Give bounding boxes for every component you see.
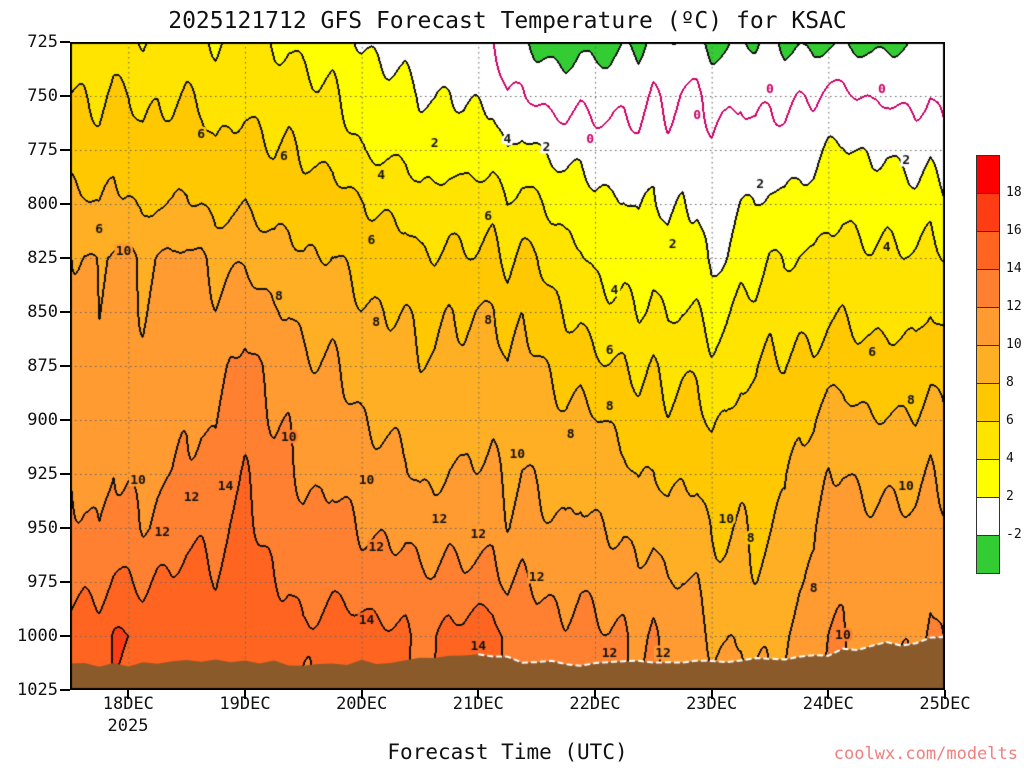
x-axis-year-label: 2025 [107,716,149,736]
y-tick-label: 925 [27,464,58,484]
colorbar-cell [976,421,1000,460]
colorbar-label: 2 [1006,489,1014,504]
y-tick [60,41,70,43]
colorbar-label: 8 [1006,375,1014,390]
y-tick-label: 975 [27,572,58,592]
y-tick [60,473,70,475]
colorbar-label: 4 [1006,451,1014,466]
y-tick-label: 725 [27,32,58,52]
x-tick-label: 22DEC [569,694,621,714]
x-tick [594,690,596,699]
y-tick [60,365,70,367]
x-tick-label: 18DEC [102,694,154,714]
colorbar-cell [976,307,1000,346]
y-tick-label: 1000 [17,626,58,646]
x-tick [244,690,246,699]
y-tick [60,257,70,259]
colorbar-cell [976,269,1000,308]
x-tick [944,690,946,699]
colorbar-cell [976,193,1000,232]
colorbar-label: 12 [1006,299,1022,314]
colorbar-cell [976,497,1000,536]
x-tick [477,690,480,699]
colorbar-label: -2 [1006,527,1022,542]
y-tick [60,95,70,97]
x-tick-label: 20DEC [336,694,388,714]
colorbar-label: 10 [1006,337,1022,352]
colorbar-cell [976,383,1000,422]
colorbar-cell [976,345,1000,384]
colorbar-cell [976,155,1000,194]
x-tick-label: 25DEC [919,694,971,714]
y-tick [60,635,70,637]
y-tick [60,311,70,313]
y-tick [60,149,70,151]
chart-title: 2025121712 GFS Forecast Temperature (ºC)… [168,8,847,34]
watermark-text: coolwx.com/modelts [833,744,1018,764]
y-tick [60,689,70,691]
y-tick [60,419,70,421]
colorbar-cell [976,231,1000,270]
y-tick [60,203,70,205]
temperature-contour-plot [70,42,945,690]
y-tick-label: 900 [27,410,58,430]
colorbar-label: 6 [1006,413,1014,428]
y-tick-label: 825 [27,248,58,268]
colorbar-label: 16 [1006,223,1022,238]
y-tick-label: 775 [27,140,58,160]
colorbar-cell [976,459,1000,498]
x-tick-label: 23DEC [686,694,738,714]
colorbar-label: 18 [1006,185,1022,200]
colorbar-label: 14 [1006,261,1022,276]
y-tick-label: 875 [27,356,58,376]
x-tick [127,690,130,699]
x-tick [710,690,713,699]
y-tick-label: 1025 [17,680,58,700]
y-tick [60,581,70,583]
x-tick-label: 21DEC [452,694,504,714]
x-tick [827,690,830,699]
y-tick-label: 950 [27,518,58,538]
y-tick-label: 800 [27,194,58,214]
x-tick-label: 19DEC [219,694,271,714]
x-tick-label: 24DEC [802,694,854,714]
x-tick [360,690,363,699]
y-tick-label: 750 [27,86,58,106]
y-tick [60,527,70,529]
y-tick-label: 850 [27,302,58,322]
x-axis-title: Forecast Time (UTC) [387,740,628,764]
colorbar-cell [976,535,1000,574]
